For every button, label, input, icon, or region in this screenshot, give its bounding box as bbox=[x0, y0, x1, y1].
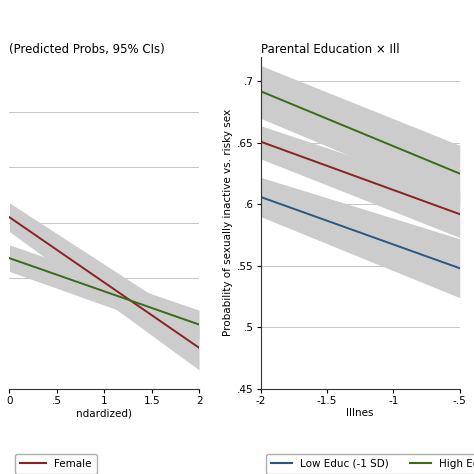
Text: Parental Education × Ill: Parental Education × Ill bbox=[261, 43, 399, 56]
Legend: Female: Female bbox=[15, 454, 97, 474]
Legend: Low Educ (-1 SD), High Educ (+1 SD): Low Educ (-1 SD), High Educ (+1 SD) bbox=[266, 454, 474, 474]
X-axis label: ndardized): ndardized) bbox=[76, 409, 132, 419]
Text: (Predicted Probs, 95% CIs): (Predicted Probs, 95% CIs) bbox=[9, 43, 165, 56]
X-axis label: Illnes: Illnes bbox=[346, 409, 374, 419]
Y-axis label: Probability of sexually inactive vs. risky sex: Probability of sexually inactive vs. ris… bbox=[223, 109, 233, 337]
